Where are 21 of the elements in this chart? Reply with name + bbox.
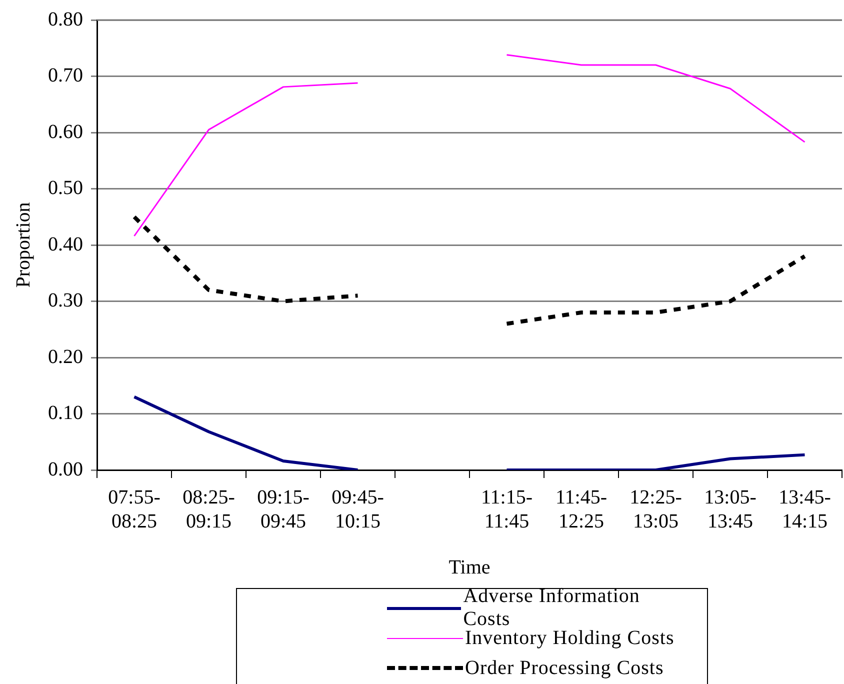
x-tick-label: 11:45- 12:25 bbox=[556, 486, 607, 532]
x-tick-label: 11:15- 11:45 bbox=[481, 486, 532, 532]
legend-label: Order Processing Costs bbox=[465, 656, 664, 680]
y-tick-label: 0.40 bbox=[48, 233, 83, 256]
x-axis-title: Time bbox=[448, 556, 490, 578]
y-tick-label: 0.80 bbox=[48, 8, 83, 30]
x-tick-label: 07:55- 08:25 bbox=[108, 486, 160, 532]
y-tick-label: 0.00 bbox=[48, 458, 83, 480]
x-tick-label: 09:15- 09:45 bbox=[257, 486, 310, 532]
x-tick-label: 12:25- 13:05 bbox=[630, 486, 682, 532]
y-tick-label: 0.60 bbox=[48, 120, 83, 143]
y-tick-label: 0.30 bbox=[48, 290, 83, 312]
x-tick-label: 08:25- 09:15 bbox=[182, 486, 235, 532]
y-tick-label: 0.10 bbox=[48, 402, 83, 424]
y-tick-label: 0.20 bbox=[48, 346, 83, 368]
x-tick-label: 09:45- 10:15 bbox=[332, 486, 384, 532]
y-tick-label: 0.70 bbox=[48, 64, 83, 86]
y-axis-title: Proportion bbox=[12, 202, 34, 288]
x-tick-label: 13:45- 14:15 bbox=[778, 486, 831, 532]
y-tick-label: 0.50 bbox=[48, 177, 83, 199]
x-tick-label: 13:05- 13:45 bbox=[704, 486, 756, 532]
